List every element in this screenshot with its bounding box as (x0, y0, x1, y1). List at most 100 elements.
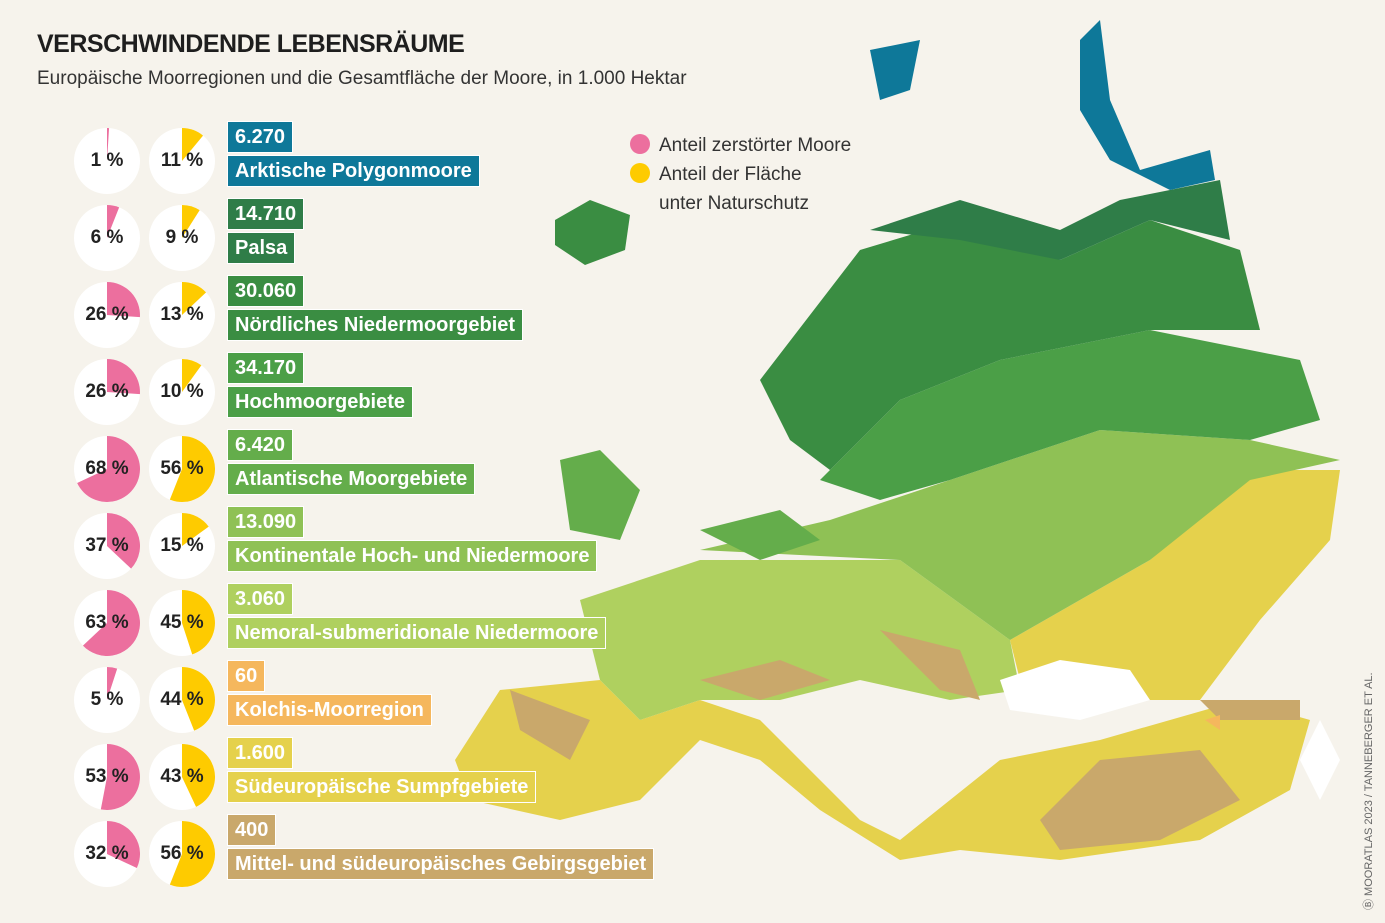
protected-pie: 44 % (149, 667, 215, 733)
protected-label: 43 % (160, 766, 204, 787)
area-value: 6.270 (226, 121, 294, 153)
destroyed-pie: 26 % (74, 359, 140, 425)
protected-slice (182, 513, 209, 546)
protected-slice (169, 436, 216, 502)
europe-map (455, 20, 1340, 860)
protected-label: 15 % (160, 535, 204, 556)
region-name: Kolchis-Moorregion (227, 694, 432, 726)
destroyed-pie: 32 % (74, 821, 141, 887)
destroyed-pie: 6 % (74, 205, 140, 271)
legend-protected: Anteil der Fläche (630, 160, 851, 189)
destroyed-label: 5 % (90, 689, 124, 710)
legend: Anteil zerstörter Moore Anteil der Fläch… (630, 131, 851, 218)
destroyed-label: 26 % (85, 304, 129, 325)
area-value: 1.600 (226, 737, 294, 769)
area-value: 3.060 (226, 583, 294, 615)
region-name: Kontinentale Hoch- und Niedermoore (226, 540, 598, 572)
destroyed-pie: 63 % (74, 590, 140, 656)
protected-slice (182, 205, 200, 238)
region-name: Arktische Polygonmoore (227, 155, 480, 187)
protected-label: 10 % (160, 381, 204, 402)
area-value: 14.710 (226, 198, 305, 230)
destroyed-slice (107, 821, 141, 869)
region-name: Mittel- und südeuropäisches Gebirgsgebie… (226, 848, 655, 880)
destroyed-label: 32 % (85, 843, 129, 864)
map-region-nemoral (580, 560, 1020, 720)
region-name: Palsa (226, 232, 296, 264)
map-region-continental (700, 430, 1340, 640)
destroyed-pie: 26 % (74, 282, 140, 348)
protected-label: 9 % (165, 227, 199, 248)
destroyed-label: 37 % (85, 535, 129, 556)
protected-pie: 56 % (149, 821, 216, 887)
protected-slice (182, 667, 215, 731)
protected-pie: 9 % (149, 205, 215, 271)
region-name: Südeuropäische Sumpfgebiete (226, 771, 537, 803)
protected-slice (182, 282, 207, 315)
subtitle: Europäische Moorregionen und die Gesamtf… (37, 68, 687, 89)
area-value: 400 (226, 814, 277, 846)
map-region-raised-bog (820, 330, 1320, 500)
destroyed-slice (107, 128, 110, 161)
area-value: 34.170 (226, 352, 305, 384)
map-region-arctic (870, 20, 1215, 190)
destroyed-label: 68 % (85, 458, 129, 479)
map-region-mountains (510, 630, 1300, 850)
protected-pie: 10 % (149, 359, 215, 425)
destroyed-label: 53 % (85, 766, 129, 787)
region-name: Nemoral-submeridionale Niedermoore (226, 617, 607, 649)
protected-slice (182, 590, 215, 655)
region-name: Nördliches Niedermoorgebiet (226, 309, 524, 341)
protected-pie: 56 % (149, 436, 216, 502)
destroyed-slice (77, 436, 140, 502)
destroyed-label: 1 % (90, 150, 124, 171)
title: VERSCHWINDENDE LEBENSRÄUME (37, 30, 465, 58)
destroyed-label: 63 % (85, 612, 129, 633)
protected-pie: 15 % (149, 513, 215, 579)
protected-label: 56 % (160, 458, 204, 479)
map-region-kolchis (1205, 715, 1220, 730)
region-name: Atlantische Moorgebiete (226, 463, 476, 495)
area-value: 30.060 (226, 275, 305, 307)
destroyed-slice (107, 282, 140, 318)
protected-slice (169, 821, 216, 887)
legend-protected-line2: unter Naturschutz (659, 193, 809, 214)
protected-slice (182, 744, 216, 807)
destroyed-pie: 68 % (74, 436, 140, 502)
protected-label: 45 % (160, 612, 204, 633)
protected-pie: 43 % (149, 744, 216, 810)
destroyed-pie: 37 % (74, 513, 141, 579)
destroyed-slice (107, 359, 140, 395)
map-black-sea (1000, 660, 1150, 720)
map-region-east-south (1010, 470, 1340, 700)
map-region-atlantic (560, 450, 820, 560)
protected-pie: 11 % (149, 128, 215, 194)
yellow-dot-icon (630, 163, 650, 183)
map-region-palsa (870, 180, 1230, 260)
credit: Ⓑ MOORATLAS 2023 / TANNEBERGER ET AL. (1363, 672, 1375, 910)
destroyed-slice (107, 667, 118, 700)
map-region-northern (760, 220, 1260, 470)
destroyed-label: 26 % (85, 381, 129, 402)
area-value: 6.420 (226, 429, 294, 461)
protected-slice (182, 359, 202, 392)
destroyed-pie: 1 % (74, 128, 140, 194)
destroyed-pie: 53 % (74, 744, 140, 810)
protected-label: 56 % (160, 843, 204, 864)
destroyed-slice (107, 513, 141, 569)
destroyed-slice (100, 744, 140, 810)
protected-pie: 45 % (149, 590, 215, 656)
protected-label: 13 % (160, 304, 204, 325)
map-iceland (555, 200, 630, 265)
map-caspian (1300, 720, 1340, 800)
pink-dot-icon (630, 134, 650, 154)
destroyed-pie: 5 % (74, 667, 140, 733)
destroyed-label: 6 % (90, 227, 124, 248)
area-value: 60 (226, 660, 266, 692)
protected-label: 11 % (160, 150, 204, 171)
protected-pie: 13 % (149, 282, 215, 348)
legend-destroyed: Anteil zerstörter Moore (630, 131, 851, 160)
area-value: 13.090 (226, 506, 305, 538)
destroyed-slice (82, 590, 140, 656)
